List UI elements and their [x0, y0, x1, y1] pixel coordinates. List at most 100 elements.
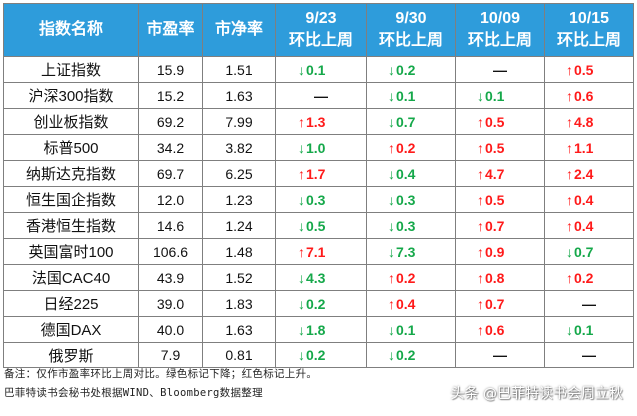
change-cell: ↑7.1	[275, 238, 367, 265]
arrow-down-icon: ↓	[388, 321, 395, 338]
change-cell: ↑0.2	[544, 264, 634, 291]
arrow-down-icon: ↓	[388, 61, 395, 78]
arrow-up-icon: ↑	[566, 165, 573, 182]
change-value: ↓1.8	[298, 322, 344, 338]
change-cell: ↓0.5	[275, 212, 367, 239]
change-number: 0.7	[485, 217, 505, 234]
arrow-up-icon: ↑	[477, 269, 484, 286]
arrow-up-icon: ↑	[477, 295, 484, 312]
header-period-label: 环比上周	[556, 32, 621, 49]
change-number: 0.2	[396, 269, 416, 286]
pb-cell: 3.82	[202, 134, 276, 161]
index-name-cell: 标普500	[3, 134, 139, 161]
arrow-down-icon: ↓	[298, 217, 305, 234]
table-row: 标普500 34.2 3.82 ↓1.0 ↑0.2 ↑0.5 ↑1.1	[3, 134, 634, 161]
change-cell: ↑4.8	[544, 108, 634, 135]
change-number: 0.4	[396, 295, 416, 312]
arrow-down-icon: ↓	[388, 113, 395, 130]
arrow-down-icon: ↓	[388, 87, 395, 104]
change-number: 0.4	[574, 191, 594, 208]
change-number: 0.2	[396, 347, 416, 363]
change-cell: ↑1.1	[544, 134, 634, 161]
arrow-up-icon: ↑	[477, 217, 484, 234]
pb-cell: 1.51	[202, 56, 276, 83]
arrow-up-icon: ↑	[477, 191, 484, 208]
arrow-up-icon: ↑	[566, 217, 573, 234]
change-value: ↑0.5	[477, 192, 523, 208]
header-row: 指数名称 市盈率 市净率 9/23 环比上周 9/30 环比上周 10/09 环比上周…	[3, 3, 634, 57]
change-value: ↓0.3	[388, 218, 434, 234]
table-row: 日经225 39.0 1.83 ↓0.2 ↑0.4 ↑0.7—	[3, 290, 634, 317]
pe-cell: 69.7	[138, 160, 203, 187]
arrow-down-icon: ↓	[388, 165, 395, 182]
change-number: 0.1	[306, 61, 326, 78]
change-cell: ↓0.4	[366, 160, 456, 187]
change-value: ↑1.7	[298, 166, 344, 182]
change-value: ↑7.1	[298, 244, 344, 260]
change-cell: ↓1.0	[275, 134, 367, 161]
change-value: ↑0.9	[477, 244, 523, 260]
no-change-dash: —	[314, 87, 328, 104]
change-number: 0.2	[574, 269, 594, 286]
change-cell: ↑1.7	[275, 160, 367, 187]
table-row: 上证指数 15.9 1.51 ↓0.1 ↓0.2— ↑0.5	[3, 56, 634, 83]
arrow-up-icon: ↑	[298, 113, 305, 130]
change-value: ↑0.7	[477, 296, 523, 312]
pb-cell: 1.48	[202, 238, 276, 265]
arrow-down-icon: ↓	[298, 61, 305, 78]
pb-cell: 1.24	[202, 212, 276, 239]
header-period-4: 10/15 环比上周	[544, 3, 634, 57]
change-value: ↓0.1	[566, 322, 612, 338]
change-number: 7.3	[396, 243, 416, 260]
footnote-source: 巴菲特读书会秘书处根据WIND、Bloomberg数据整理	[4, 387, 263, 399]
arrow-up-icon: ↑	[477, 165, 484, 182]
change-number: 0.5	[485, 113, 505, 130]
index-name-cell: 纳斯达克指数	[3, 160, 139, 187]
change-value: ↑0.5	[477, 114, 523, 130]
header-index-name: 指数名称	[3, 3, 139, 57]
header-period-3: 10/09 环比上周	[455, 3, 545, 57]
arrow-down-icon: ↓	[298, 347, 305, 363]
table-row: 沪深300指数 15.2 1.63— ↓0.1 ↓0.1 ↑0.6	[3, 82, 634, 109]
change-number: 4.7	[485, 165, 505, 182]
header-pb: 市净率	[202, 3, 276, 57]
change-cell: ↑0.6	[544, 82, 634, 109]
change-cell: ↓4.3	[275, 264, 367, 291]
pb-cell: 1.63	[202, 316, 276, 343]
change-number: 0.1	[396, 321, 416, 338]
change-number: 0.4	[396, 165, 416, 182]
arrow-up-icon: ↑	[388, 269, 395, 286]
arrow-up-icon: ↑	[388, 139, 395, 156]
index-name-cell: 英国富时100	[3, 238, 139, 265]
change-value: ↓0.2	[388, 347, 434, 363]
change-number: 0.1	[396, 87, 416, 104]
change-cell: —	[455, 56, 545, 83]
change-cell: ↓1.8	[275, 316, 367, 343]
change-number: 1.3	[306, 113, 326, 130]
change-value: ↑0.6	[477, 322, 523, 338]
no-change-dash: —	[582, 295, 596, 312]
change-cell: ↑4.7	[455, 160, 545, 187]
change-number: 0.5	[306, 217, 326, 234]
change-cell: ↑0.4	[544, 186, 634, 213]
change-cell: ↓0.7	[544, 238, 634, 265]
arrow-up-icon: ↑	[298, 243, 305, 260]
arrow-up-icon: ↑	[566, 61, 573, 78]
no-change-dash: —	[493, 347, 507, 363]
pb-cell: 6.25	[202, 160, 276, 187]
change-cell: ↓0.3	[366, 186, 456, 213]
arrow-down-icon: ↓	[298, 321, 305, 338]
table-header: 指数名称 市盈率 市净率 9/23 环比上周 9/30 环比上周 10/09 环比上周…	[3, 3, 634, 57]
change-value: ↓0.3	[298, 192, 344, 208]
change-cell: ↓0.1	[275, 56, 367, 83]
pe-cell: 43.9	[138, 264, 203, 291]
arrow-up-icon: ↑	[298, 165, 305, 182]
change-cell: ↓0.3	[275, 186, 367, 213]
change-value: ↑1.3	[298, 114, 344, 130]
change-value: ↑0.5	[566, 62, 612, 78]
header-period-date: 9/23	[305, 10, 337, 27]
header-period-label: 环比上周	[467, 32, 532, 49]
pe-cell: 34.2	[138, 134, 203, 161]
change-value: —	[582, 347, 596, 363]
change-number: 0.9	[485, 243, 505, 260]
